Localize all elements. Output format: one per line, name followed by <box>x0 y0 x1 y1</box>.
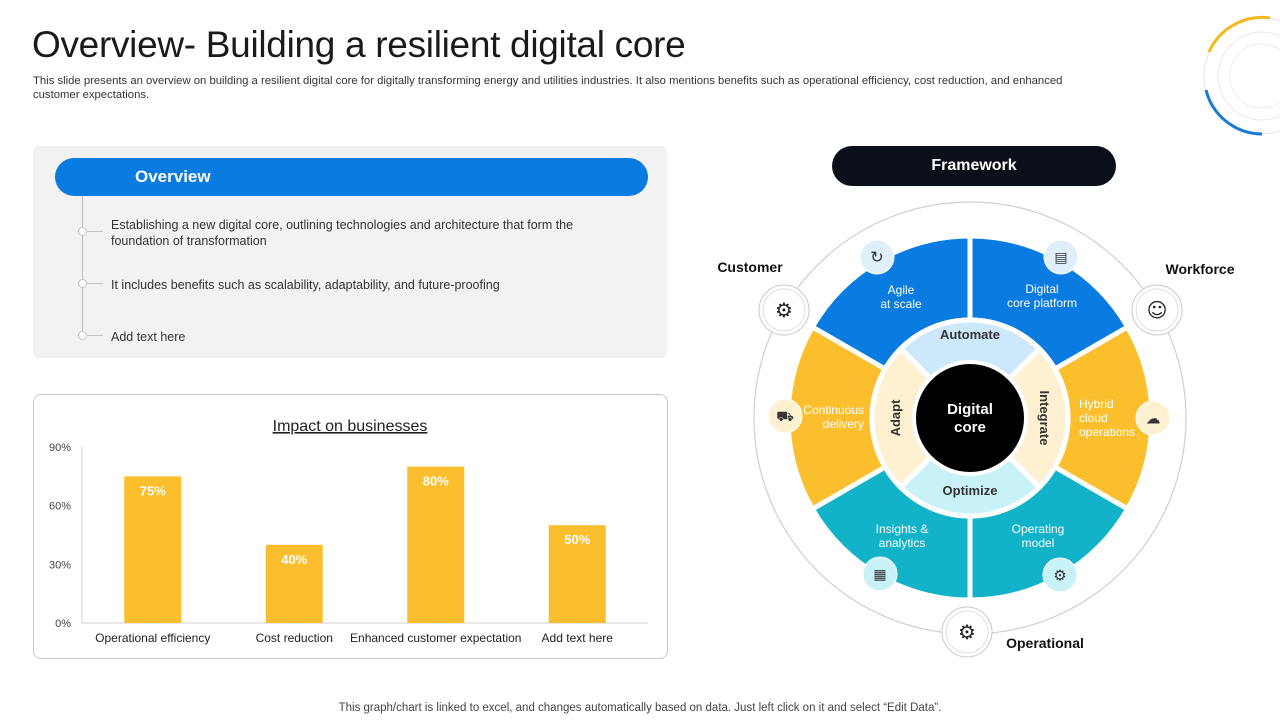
page-subtitle: This slide presents an overview on build… <box>33 75 1063 101</box>
segment-label-hybrid: cloud <box>1079 411 1108 425</box>
inner-label-optimize: Optimize <box>943 483 998 498</box>
overview-heading: Overview <box>55 158 648 196</box>
agile-glyph-icon: ↻ <box>870 248 883 267</box>
y-tick-label: 90% <box>49 442 71 454</box>
segment-label-operating: Operating <box>1012 522 1065 536</box>
operating-glyph-icon: ⚙ <box>1053 566 1066 584</box>
segment-label-hybrid: operations <box>1079 425 1135 439</box>
framework-heading: Framework <box>832 146 1116 186</box>
agile-icon <box>859 239 895 275</box>
chart-title: Impact on businesses <box>273 418 428 435</box>
framework-wheel: DigitalcoreAutomateOptimizeIntegrateAdap… <box>717 201 1235 658</box>
operating-icon <box>1042 557 1078 593</box>
segment-label-continuous: Continuous <box>803 403 864 417</box>
segment-label-operating: model <box>1022 536 1055 550</box>
segment-label-platform: Digital <box>1025 282 1058 296</box>
bullet-dot <box>78 331 87 340</box>
customer-badge-inner <box>762 288 806 332</box>
segment-label-insights: analytics <box>879 536 926 550</box>
analytics-icon <box>862 556 898 592</box>
x-tick-label: Enhanced customer expectation <box>350 631 521 645</box>
inner-label-adapt: Adapt <box>888 399 903 437</box>
bar-value-label: 40% <box>281 552 307 567</box>
x-tick-label: Cost reduction <box>256 631 333 645</box>
operational-cycle-icon: ⚙ <box>958 620 976 644</box>
bar-value-label: 50% <box>564 532 590 547</box>
bullet-connector <box>87 335 103 336</box>
bar <box>124 476 182 623</box>
decorative-arcs-icon <box>1203 15 1280 136</box>
outer-label-customer: Customer <box>717 259 783 275</box>
platform-icon <box>1043 239 1079 275</box>
segment-label-hybrid: Hybrid <box>1079 397 1114 411</box>
y-tick-label: 0% <box>55 618 71 630</box>
segment-label-agile: Agile <box>888 283 915 297</box>
workforce-team-icon: ☺ <box>1147 298 1168 322</box>
cloud-glyph-icon: ☁ <box>1146 409 1161 427</box>
bar-value-label: 75% <box>140 483 166 498</box>
workforce-badge-inner <box>1135 288 1179 332</box>
bullet-dot <box>78 279 87 288</box>
bar <box>548 525 606 623</box>
segment-label-platform: core platform <box>1007 296 1077 310</box>
impact-bar-chart: Impact on businesses 0% 30% 60% 90% 75% Opera… <box>49 418 648 645</box>
page-title: Overview- Building a resilient digital c… <box>32 24 686 65</box>
overview-item-1: Establishing a new digital core, outlini… <box>111 218 574 248</box>
bar <box>265 544 323 623</box>
outer-label-operational: Operational <box>1006 635 1084 651</box>
bullet-connector <box>87 283 103 284</box>
y-tick-label: 30% <box>49 559 71 571</box>
outer-label-workforce: Workforce <box>1166 261 1235 277</box>
center-label-line: core <box>954 419 986 436</box>
overview-item-2: It includes benefits such as scalability… <box>111 278 500 292</box>
operational-badge-inner <box>945 610 989 654</box>
inner-label-automate: Automate <box>940 327 1000 342</box>
bar <box>407 466 465 623</box>
platform-glyph-icon: ▤ <box>1054 250 1067 266</box>
delivery-glyph-icon: ⛟ <box>776 409 794 425</box>
bullet-connector <box>87 231 103 232</box>
bullet-dot <box>78 227 87 236</box>
overview-tree-line <box>82 196 83 336</box>
footer-note: This graph/chart is linked to excel, and… <box>338 702 942 714</box>
x-tick-label: Operational efficiency <box>95 631 210 645</box>
customer-gear-hand-icon: ⚙ <box>775 298 793 322</box>
delivery-icon <box>767 398 803 434</box>
cloud-network-icon <box>1135 400 1171 436</box>
segment-label-insights: Insights & <box>876 522 929 536</box>
bar-value-label: 80% <box>423 474 449 489</box>
segment-label-agile: at scale <box>880 297 922 311</box>
digital-core-center <box>912 360 1028 476</box>
segment-label-continuous: delivery <box>823 417 864 431</box>
x-tick-label: Add text here <box>542 631 614 645</box>
analytics-glyph-icon: ▦ <box>873 567 886 583</box>
inner-label-integrate: Integrate <box>1037 391 1052 446</box>
overview-item-3: Add text here <box>111 330 186 344</box>
y-tick-label: 60% <box>49 501 71 513</box>
center-label-line: Digital <box>947 401 993 418</box>
